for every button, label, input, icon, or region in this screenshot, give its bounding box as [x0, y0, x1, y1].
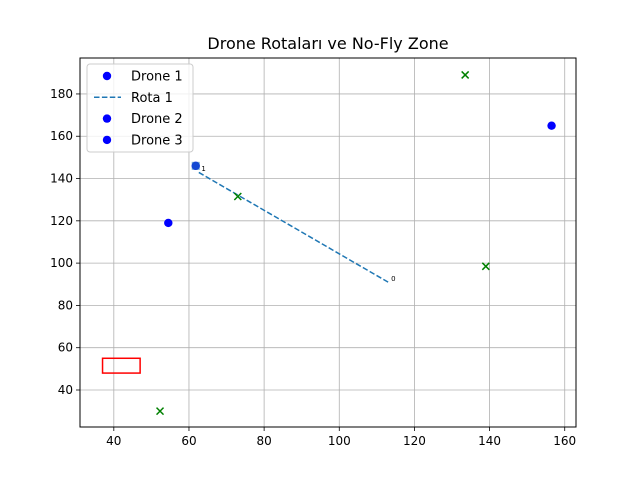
x-tick-label: 120: [403, 434, 426, 448]
route-layer: [197, 171, 389, 283]
legend-label: Drone 2: [131, 112, 183, 127]
legend-label: Drone 3: [131, 133, 183, 148]
x-tick-label: 100: [328, 434, 351, 448]
x-tick-label: 60: [181, 434, 196, 448]
no-fly-zone-layer: [101, 357, 141, 374]
waypoint-stroke: [233, 192, 242, 201]
x-tick-label: 80: [256, 434, 271, 448]
y-tick-label: 40: [58, 383, 73, 397]
legend-box: [86, 63, 194, 153]
annotation-layer: 01: [201, 165, 395, 283]
waypoint-stroke: [481, 262, 490, 271]
y-tick-label: 140: [50, 172, 73, 186]
y-tick-label: 180: [50, 87, 73, 101]
legend-label: Drone 1: [131, 70, 183, 85]
y-tick-label: 100: [50, 256, 73, 270]
waypoint-marker: [481, 262, 490, 271]
route-point-label: 0: [391, 275, 395, 283]
waypoint-marker: [461, 70, 470, 79]
waypoint-stroke: [156, 407, 165, 416]
route-line: [197, 171, 389, 283]
y-tick-label: 160: [50, 129, 73, 143]
y-tick-label: 80: [58, 298, 73, 312]
plot-frame: [79, 57, 577, 428]
x-tick-label: 140: [478, 434, 501, 448]
ticks: 40 60 80 100 120 140 160 40 60 80 100 120 140 160 180: [50, 87, 576, 448]
drone-marker: [547, 121, 556, 130]
waypoint-marker: [233, 192, 242, 201]
legend: Drone 1 Rota 1 Drone 2 Drone 3: [86, 63, 194, 153]
drone-marker: [164, 218, 173, 228]
legend-swatch-marker: [102, 135, 112, 145]
legend-swatch-marker: [102, 71, 112, 81]
legend-swatch-marker: [102, 114, 112, 123]
x-tick-label: 160: [553, 434, 576, 448]
grid: [80, 58, 576, 427]
waypoint-stroke: [461, 70, 470, 79]
waypoint-marker: [156, 407, 165, 416]
route-point-label: 1: [201, 165, 205, 173]
legend-label: Rota 1: [131, 91, 173, 106]
no-fly-zone-rect: [101, 357, 141, 374]
route-start-marker: [191, 161, 200, 170]
y-tick-label: 120: [50, 214, 73, 228]
chart-title: Drone Rotaları ve No-Fly Zone: [207, 34, 448, 53]
y-tick-label: 60: [58, 341, 73, 355]
x-tick-label: 40: [106, 434, 121, 448]
marker-layer: [156, 70, 556, 416]
